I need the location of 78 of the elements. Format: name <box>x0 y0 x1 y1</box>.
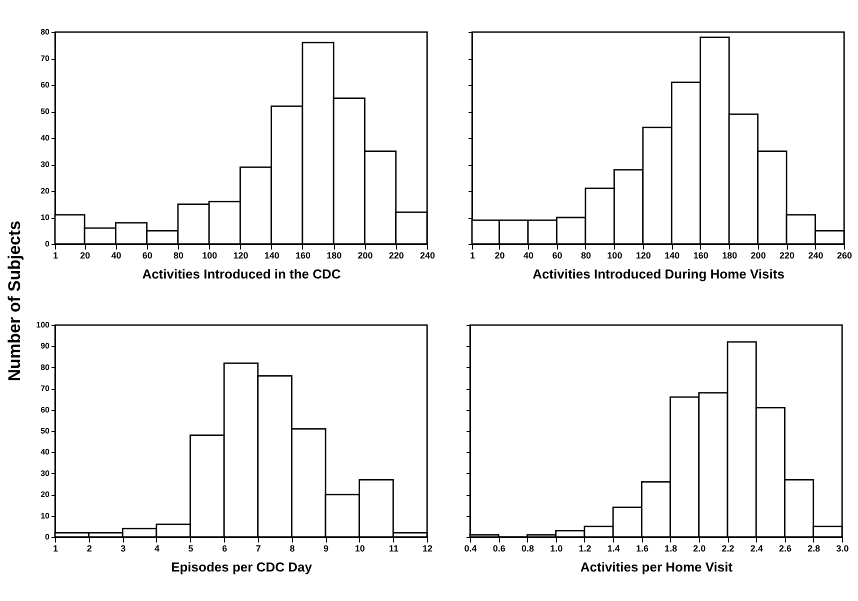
x-tick-label: 100 <box>202 250 218 260</box>
x-tick-label: 0.4 <box>464 543 477 553</box>
x-tick-label: 1 <box>52 543 58 553</box>
y-tick-label: 90 <box>40 341 50 350</box>
x-tick-label: 180 <box>722 250 738 260</box>
x-tick-label: 160 <box>295 250 310 260</box>
y-tick-label: 50 <box>40 106 50 116</box>
x-tick-label: 1 <box>470 250 476 260</box>
x-tick-label: 1.0 <box>550 543 563 553</box>
x-tick-label: 6 <box>222 543 228 553</box>
x-axis-title: Episodes per CDC Day <box>171 559 313 574</box>
x-tick-label: 2 <box>86 543 92 553</box>
x-tick-label: 60 <box>142 250 152 260</box>
x-tick-label: 2.2 <box>722 543 734 553</box>
x-tick-label: 80 <box>580 250 591 260</box>
x-tick-label: 20 <box>494 250 505 260</box>
x-tick-label: 2.6 <box>779 543 792 553</box>
x-tick-label: 200 <box>358 250 373 260</box>
x-tick-label: 1.8 <box>664 543 678 553</box>
x-tick-label: 9 <box>324 543 329 553</box>
x-tick-label: 3.0 <box>836 543 849 553</box>
y-tick-label: 20 <box>40 186 50 195</box>
x-tick-label: 160 <box>693 250 708 260</box>
x-tick-label: 220 <box>388 250 404 260</box>
x-tick-label: 1.2 <box>578 543 592 553</box>
y-tick-label: 20 <box>40 490 50 499</box>
x-tick-label: 40 <box>111 250 122 260</box>
x-tick-label: 100 <box>607 250 622 260</box>
x-tick-label: 5 <box>188 543 194 553</box>
x-tick-label: 200 <box>750 250 766 260</box>
y-tick-label: 40 <box>40 133 50 142</box>
x-axis-title: Activities Introduced During Home Visits <box>532 266 784 281</box>
y-tick-label: 60 <box>40 80 50 89</box>
y-tick-label: 80 <box>40 27 50 36</box>
x-tick-label: 2.0 <box>693 543 706 553</box>
y-tick-label: 0 <box>45 239 50 248</box>
x-tick-label: 1.6 <box>636 543 648 553</box>
x-tick-label: 220 <box>780 250 795 260</box>
x-tick-label: 11 <box>388 543 398 553</box>
x-tick-label: 120 <box>636 250 651 260</box>
y-axis-title: Number of Subjects <box>4 220 24 381</box>
y-tick-label: 30 <box>40 160 50 168</box>
x-tick-label: 3 <box>120 543 126 553</box>
y-tick-label: 10 <box>40 212 50 222</box>
x-tick-label: 40 <box>524 250 534 260</box>
x-tick-label: 0.6 <box>492 543 506 553</box>
x-tick-label: 180 <box>326 250 342 260</box>
y-tick-label: 60 <box>40 404 50 414</box>
x-tick-label: 260 <box>836 250 852 260</box>
x-tick-label: 12 <box>422 543 433 553</box>
x-tick-label: 120 <box>233 250 248 260</box>
x-tick-label: 140 <box>264 250 280 260</box>
x-tick-label: 60 <box>552 250 562 260</box>
y-tick-label: 50 <box>40 426 50 435</box>
x-tick-label: 2.8 <box>808 543 820 553</box>
x-tick-label: 20 <box>80 250 90 260</box>
x-tick-label: 0.8 <box>521 543 534 553</box>
y-tick-label: 40 <box>40 447 50 456</box>
x-tick-label: 2.4 <box>750 543 763 553</box>
x-tick-label: 10 <box>354 543 365 553</box>
y-tick-label: 30 <box>40 468 50 478</box>
x-tick-label: 1.4 <box>607 543 620 553</box>
x-axis-title: Activities Introduced in the CDC <box>142 266 342 281</box>
y-tick-label: 70 <box>40 384 50 393</box>
x-axis-title: Activities per Home Visit <box>580 559 734 574</box>
y-tick-label: 0 <box>45 532 50 541</box>
y-tick-label: 70 <box>40 54 50 62</box>
x-tick-label: 8 <box>290 543 295 553</box>
x-tick-label: 140 <box>664 250 680 260</box>
x-tick-label: 7 <box>256 543 261 553</box>
y-tick-label: 10 <box>40 510 50 520</box>
x-tick-label: 240 <box>808 250 824 260</box>
x-tick-label: 1 <box>52 250 58 260</box>
x-tick-label: 80 <box>173 250 184 260</box>
x-tick-label: 4 <box>154 543 160 553</box>
y-tick-label: 100 <box>36 320 50 329</box>
y-tick-label: 80 <box>40 362 50 372</box>
x-tick-label: 240 <box>420 250 436 260</box>
